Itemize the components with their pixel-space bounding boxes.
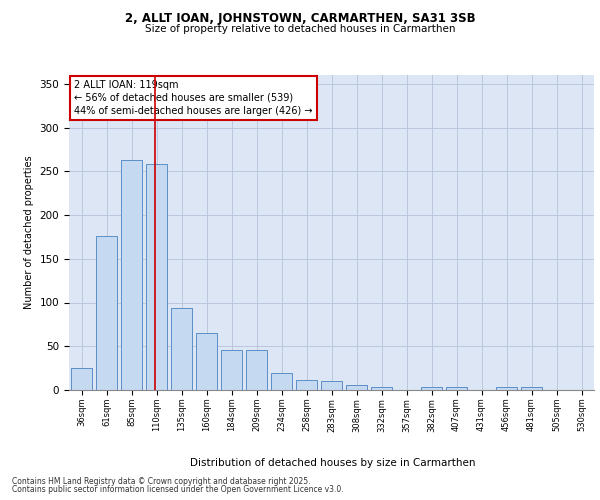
- Bar: [196, 333, 217, 390]
- Bar: [171, 308, 192, 390]
- Bar: [221, 350, 242, 390]
- Text: 2 ALLT IOAN: 119sqm
← 56% of detached houses are smaller (539)
44% of semi-detac: 2 ALLT IOAN: 119sqm ← 56% of detached ho…: [74, 80, 313, 116]
- Bar: [271, 372, 292, 390]
- Bar: [521, 388, 542, 390]
- Bar: [146, 164, 167, 390]
- Text: Size of property relative to detached houses in Carmarthen: Size of property relative to detached ho…: [145, 24, 455, 34]
- Text: Contains public sector information licensed under the Open Government Licence v3: Contains public sector information licen…: [12, 485, 344, 494]
- Bar: [371, 388, 392, 390]
- Bar: [346, 385, 367, 390]
- Bar: [321, 381, 342, 390]
- Bar: [96, 236, 117, 390]
- Bar: [446, 386, 467, 390]
- Y-axis label: Number of detached properties: Number of detached properties: [24, 156, 34, 310]
- Bar: [121, 160, 142, 390]
- Bar: [246, 350, 267, 390]
- Bar: [496, 388, 517, 390]
- Text: Distribution of detached houses by size in Carmarthen: Distribution of detached houses by size …: [190, 458, 476, 468]
- Text: 2, ALLT IOAN, JOHNSTOWN, CARMARTHEN, SA31 3SB: 2, ALLT IOAN, JOHNSTOWN, CARMARTHEN, SA3…: [125, 12, 475, 25]
- Bar: [421, 386, 442, 390]
- Bar: [296, 380, 317, 390]
- Text: Contains HM Land Registry data © Crown copyright and database right 2025.: Contains HM Land Registry data © Crown c…: [12, 477, 311, 486]
- Bar: [71, 368, 92, 390]
